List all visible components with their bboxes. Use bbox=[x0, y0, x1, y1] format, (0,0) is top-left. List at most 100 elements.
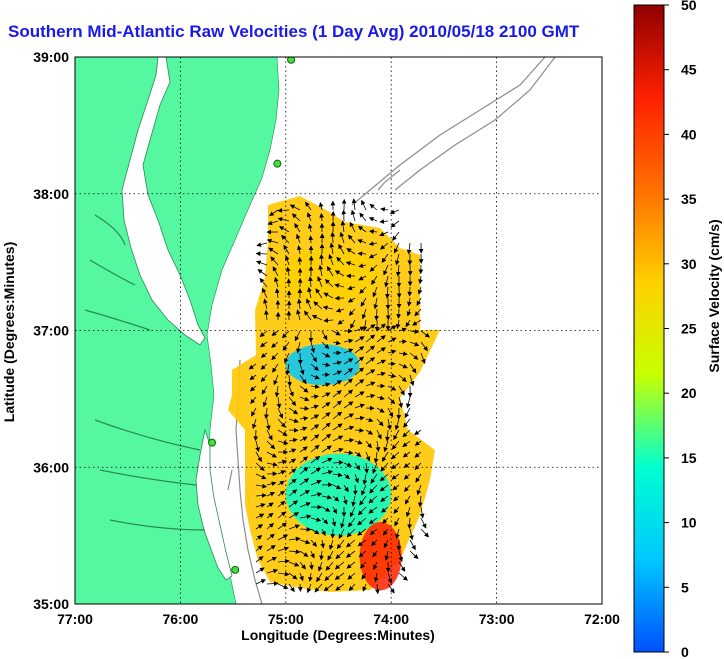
velocity-arrow bbox=[255, 451, 262, 463]
velocity-arrow bbox=[371, 275, 378, 285]
velocity-arrow bbox=[365, 429, 374, 435]
velocity-arrow bbox=[376, 395, 385, 401]
velocity-arrow bbox=[321, 330, 328, 341]
velocity-arrow bbox=[306, 298, 312, 310]
colorbar-tick-label: 5 bbox=[681, 579, 689, 595]
velocity-arrow bbox=[299, 426, 308, 432]
velocity-arrow bbox=[332, 506, 338, 515]
velocity-arrow bbox=[329, 242, 335, 255]
velocity-arrow bbox=[398, 572, 408, 581]
velocity-arrow bbox=[299, 478, 310, 486]
x-axis-ticks: 77:00 76:00 75:00 74:00 73:00 72:00 bbox=[57, 611, 620, 627]
radar-station-marker bbox=[273, 159, 282, 168]
velocity-arrow bbox=[343, 368, 354, 376]
grid-lines bbox=[75, 57, 602, 604]
velocity-arrow bbox=[321, 469, 334, 475]
velocity-arrow bbox=[349, 221, 356, 233]
velocity-arrow bbox=[289, 204, 301, 211]
velocity-arrow bbox=[299, 561, 306, 570]
velocity-arrow bbox=[381, 506, 389, 513]
velocity-arrow bbox=[376, 407, 385, 413]
velocity-arrow bbox=[343, 462, 353, 467]
velocity-arrow bbox=[310, 539, 318, 547]
colorbar-tick-label: 10 bbox=[681, 515, 697, 531]
velocity-arrow bbox=[393, 242, 400, 254]
velocity-arrow bbox=[387, 385, 397, 391]
speed-region bbox=[359, 521, 402, 591]
velocity-arrow bbox=[310, 352, 317, 363]
velocity-arrow bbox=[310, 384, 320, 389]
velocity-arrow bbox=[267, 220, 279, 226]
velocity-arrow bbox=[371, 539, 378, 547]
velocity-arrow bbox=[334, 270, 345, 277]
colorbar-tick-label: 30 bbox=[681, 256, 697, 272]
velocity-arrow bbox=[387, 349, 397, 355]
velocity-arrow bbox=[394, 253, 400, 266]
velocity-arrow bbox=[277, 480, 285, 486]
velocity-arrow bbox=[310, 528, 320, 535]
velocity-arrow bbox=[375, 583, 380, 595]
velocity-arrow bbox=[346, 561, 356, 569]
velocity-arrow bbox=[373, 561, 378, 571]
velocity-arrow bbox=[395, 264, 401, 277]
velocity-arrow bbox=[380, 462, 389, 472]
velocity-arrow bbox=[391, 451, 400, 460]
velocity-arrow bbox=[383, 539, 389, 549]
velocity-arrow bbox=[346, 248, 356, 255]
velocity-arrow bbox=[321, 433, 332, 442]
velocity-arrow bbox=[284, 255, 290, 266]
velocity-arrow bbox=[332, 330, 341, 336]
velocity-arrow bbox=[299, 502, 311, 508]
velocity-arrow bbox=[288, 561, 300, 567]
velocity-arrow bbox=[381, 253, 389, 263]
velocity-arrow bbox=[299, 526, 312, 532]
velocity-arrow bbox=[394, 517, 400, 527]
velocity-arrow bbox=[346, 528, 356, 538]
velocity-arrow bbox=[277, 500, 286, 508]
velocity-arrow bbox=[345, 550, 356, 558]
velocity-arrow bbox=[414, 429, 422, 436]
velocity-arrow bbox=[393, 495, 400, 502]
velocity-arrow bbox=[321, 517, 329, 525]
velocity-arrow bbox=[351, 198, 357, 211]
velocity-arrow bbox=[392, 484, 400, 491]
velocity-arrow bbox=[294, 223, 301, 233]
velocity-arrow bbox=[255, 483, 268, 489]
velocity-arrow bbox=[318, 264, 324, 277]
velocity-arrow bbox=[335, 307, 345, 313]
velocity-arrow bbox=[288, 478, 297, 486]
velocity-arrow bbox=[295, 233, 301, 244]
velocity-arrow bbox=[368, 217, 378, 222]
velocity-arrow bbox=[316, 572, 323, 583]
velocity-arrow bbox=[364, 462, 369, 474]
velocity-arrow bbox=[404, 495, 411, 505]
velocity-arrow bbox=[320, 539, 326, 549]
velocity-arrow bbox=[288, 418, 299, 424]
velocity-arrow bbox=[299, 436, 308, 442]
velocity-arrow bbox=[332, 400, 342, 409]
velocity-arrow bbox=[338, 243, 345, 255]
velocity-arrow bbox=[347, 285, 356, 291]
velocity-arrow bbox=[310, 374, 320, 380]
velocity-arrow bbox=[343, 413, 355, 420]
velocity-arrow bbox=[354, 336, 365, 343]
velocity-arrow bbox=[405, 396, 411, 409]
velocity-arrow bbox=[321, 362, 331, 368]
colorbar-label: Surface Velocity (cm/s) bbox=[706, 219, 722, 372]
velocity-arrow bbox=[404, 407, 411, 419]
velocity-arrow bbox=[332, 390, 342, 398]
velocity-arrow bbox=[420, 528, 430, 538]
velocity-arrow bbox=[306, 583, 312, 594]
velocity-arrow bbox=[398, 396, 403, 409]
velocity-arrow bbox=[307, 223, 313, 233]
velocity-arrow bbox=[313, 301, 323, 310]
y-tick-label: 39:00 bbox=[33, 49, 69, 65]
velocity-arrow bbox=[324, 572, 334, 581]
velocity-arrow bbox=[332, 435, 344, 442]
speed-region bbox=[285, 453, 392, 536]
velocity-arrow bbox=[270, 256, 279, 266]
velocity-arrow bbox=[398, 339, 408, 345]
velocity-arrow bbox=[288, 549, 301, 555]
speed-region bbox=[285, 344, 360, 386]
velocity-arrow bbox=[296, 309, 301, 321]
